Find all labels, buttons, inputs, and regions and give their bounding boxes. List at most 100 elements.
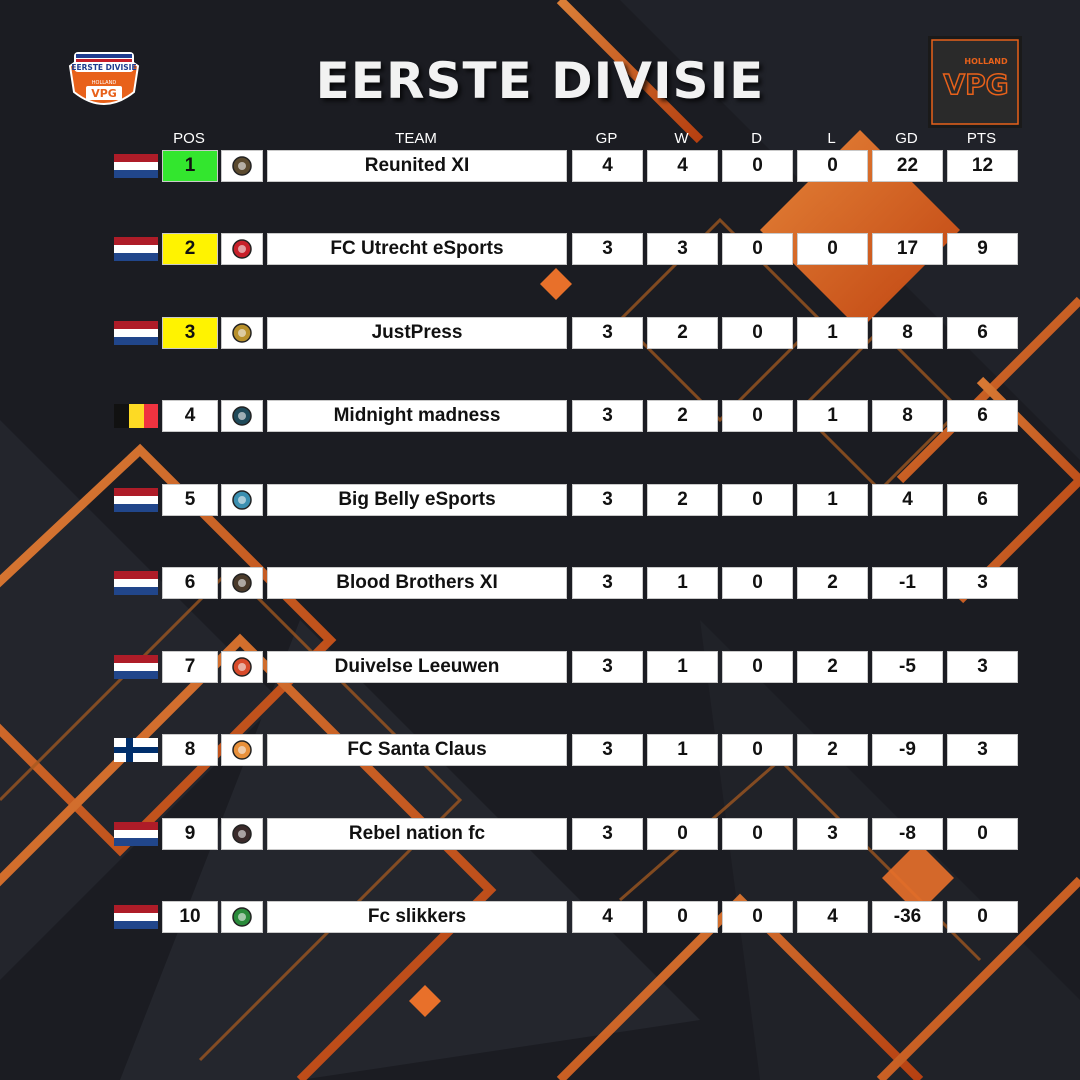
losses: 2: [797, 567, 868, 599]
position-cell: 1: [162, 150, 218, 182]
points: 6: [947, 400, 1018, 432]
wins: 0: [647, 901, 718, 933]
losses: 1: [797, 317, 868, 349]
losses: 0: [797, 233, 868, 265]
position-cell: 10: [162, 901, 218, 933]
table-row: 9 Rebel nation fc 3 0 0 3 -8 0: [0, 818, 1080, 850]
points: 6: [947, 484, 1018, 516]
justpress-crest-icon: [221, 317, 263, 349]
losses: 3: [797, 818, 868, 850]
draws: 0: [722, 233, 793, 265]
header-l: L: [827, 130, 836, 147]
position-cell: 9: [162, 818, 218, 850]
wins: 2: [647, 400, 718, 432]
goal-difference: -1: [872, 567, 943, 599]
draws: 0: [722, 567, 793, 599]
draws: 0: [722, 734, 793, 766]
games-played: 3: [572, 400, 643, 432]
rebel-nation-crest-icon: [221, 818, 263, 850]
header-gd: GD: [895, 130, 918, 147]
team-name: Reunited XI: [267, 150, 567, 182]
table-row: 6 Blood Brothers XI 3 1 0 2 -1 3: [0, 567, 1080, 599]
logo-right-text: VPG: [943, 68, 1008, 101]
wins: 3: [647, 233, 718, 265]
header-gp: GP: [595, 130, 618, 147]
wins: 1: [647, 651, 718, 683]
svg-text:HOLLAND: HOLLAND: [964, 57, 1008, 66]
draws: 0: [722, 901, 793, 933]
fc-slikkers-crest-icon: [221, 901, 263, 933]
points: 6: [947, 317, 1018, 349]
wins: 0: [647, 818, 718, 850]
netherlands-flag-icon: [114, 321, 158, 345]
team-name: Midnight madness: [267, 400, 567, 432]
team-name: Fc slikkers: [267, 901, 567, 933]
header-team: TEAM: [395, 130, 437, 147]
losses: 1: [797, 400, 868, 432]
vpg-holland-logo: HOLLAND VPG: [928, 36, 1022, 128]
games-played: 3: [572, 818, 643, 850]
netherlands-flag-icon: [114, 822, 158, 846]
team-name: FC Santa Claus: [267, 734, 567, 766]
fc-utrecht-crest-icon: [221, 233, 263, 265]
header-pos: POS: [173, 130, 205, 147]
blood-brothers-crest-icon: [221, 567, 263, 599]
goal-difference: 8: [872, 400, 943, 432]
points: 3: [947, 734, 1018, 766]
midnight-madness-crest-icon: [221, 400, 263, 432]
goal-difference: 22: [872, 150, 943, 182]
position-cell: 3: [162, 317, 218, 349]
table-row: 8 FC Santa Claus 3 1 0 2 -9 3: [0, 734, 1080, 766]
points: 9: [947, 233, 1018, 265]
position-cell: 4: [162, 400, 218, 432]
goal-difference: -5: [872, 651, 943, 683]
goal-difference: 17: [872, 233, 943, 265]
points: 0: [947, 901, 1018, 933]
team-name: JustPress: [267, 317, 567, 349]
duivelse-leeuwen-crest-icon: [221, 651, 263, 683]
wins: 1: [647, 734, 718, 766]
wins: 2: [647, 484, 718, 516]
games-played: 4: [572, 901, 643, 933]
draws: 0: [722, 317, 793, 349]
draws: 0: [722, 651, 793, 683]
netherlands-flag-icon: [114, 655, 158, 679]
netherlands-flag-icon: [114, 571, 158, 595]
fc-santa-claus-crest-icon: [221, 734, 263, 766]
team-name: FC Utrecht eSports: [267, 233, 567, 265]
games-played: 3: [572, 734, 643, 766]
table-row: 1 Reunited XI 4 4 0 0 22 12: [0, 150, 1080, 182]
position-cell: 8: [162, 734, 218, 766]
wins: 1: [647, 567, 718, 599]
team-name: Big Belly eSports: [267, 484, 567, 516]
netherlands-flag-icon: [114, 237, 158, 261]
position-cell: 2: [162, 233, 218, 265]
goal-difference: -9: [872, 734, 943, 766]
games-played: 3: [572, 651, 643, 683]
eerste-divisie-logo: EERSTE DIVISIE HOLLAND VPG: [68, 52, 140, 105]
losses: 0: [797, 150, 868, 182]
points: 3: [947, 567, 1018, 599]
table-row: 5 Big Belly eSports 3 2 0 1 4 6: [0, 484, 1080, 516]
games-played: 3: [572, 233, 643, 265]
draws: 0: [722, 150, 793, 182]
header-pts: PTS: [966, 130, 997, 147]
netherlands-flag-icon: [114, 488, 158, 512]
points: 12: [947, 150, 1018, 182]
team-name: Rebel nation fc: [267, 818, 567, 850]
svg-text:HOLLAND: HOLLAND: [92, 80, 117, 86]
table-row: 2 FC Utrecht eSports 3 3 0 0 17 9: [0, 233, 1080, 265]
points: 3: [947, 651, 1018, 683]
header-d: D: [751, 130, 762, 147]
games-played: 3: [572, 484, 643, 516]
table-row: 7 Duivelse Leeuwen 3 1 0 2 -5 3: [0, 651, 1080, 683]
belgium-flag-icon: [114, 404, 158, 428]
goal-difference: 8: [872, 317, 943, 349]
draws: 0: [722, 484, 793, 516]
goal-difference: 4: [872, 484, 943, 516]
finland-flag-icon: [114, 738, 158, 762]
goal-difference: -8: [872, 818, 943, 850]
table-row: 10 Fc slikkers 4 0 0 4 -36 0: [0, 901, 1080, 933]
games-played: 3: [572, 567, 643, 599]
